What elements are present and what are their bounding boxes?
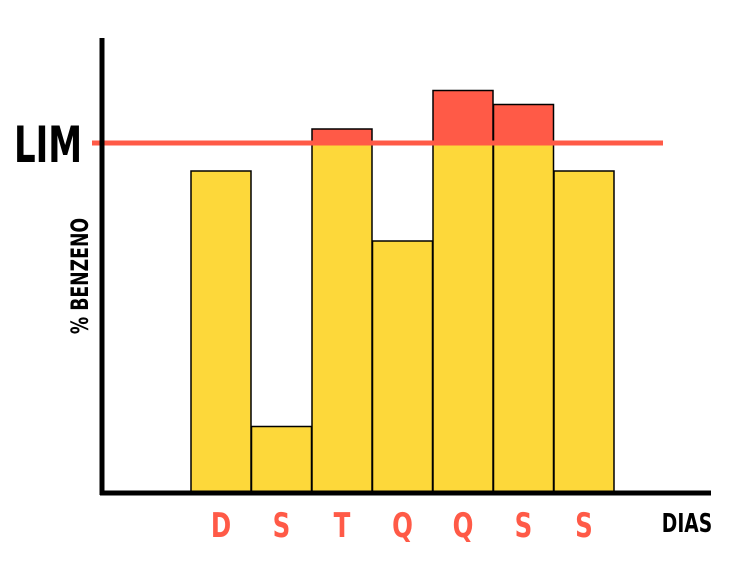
x-axis-label: DIAS [662,509,712,539]
bar-excess [432,89,494,144]
bar [492,142,555,494]
bar [371,240,434,494]
limit-layer: LIM [14,116,663,175]
bar [432,142,494,494]
x-tick-label: S [273,506,291,545]
limit-label: LIM [14,116,82,174]
x-tick-label: D [211,506,231,545]
bars-layer [190,89,615,494]
y-axis-label: % BENZENO [66,218,94,334]
bar [190,170,252,494]
axes-layer: % BENZENO DIAS [66,38,712,539]
x-tick-label: Q [453,506,474,545]
x-tick-label: S [515,506,533,545]
bar [553,170,615,494]
x-tick-label: S [575,506,593,545]
bar-excess [492,103,555,144]
bar [311,142,373,494]
x-tick-label: Q [392,506,413,545]
bar [250,425,313,494]
x-tick-label: T [334,506,351,545]
